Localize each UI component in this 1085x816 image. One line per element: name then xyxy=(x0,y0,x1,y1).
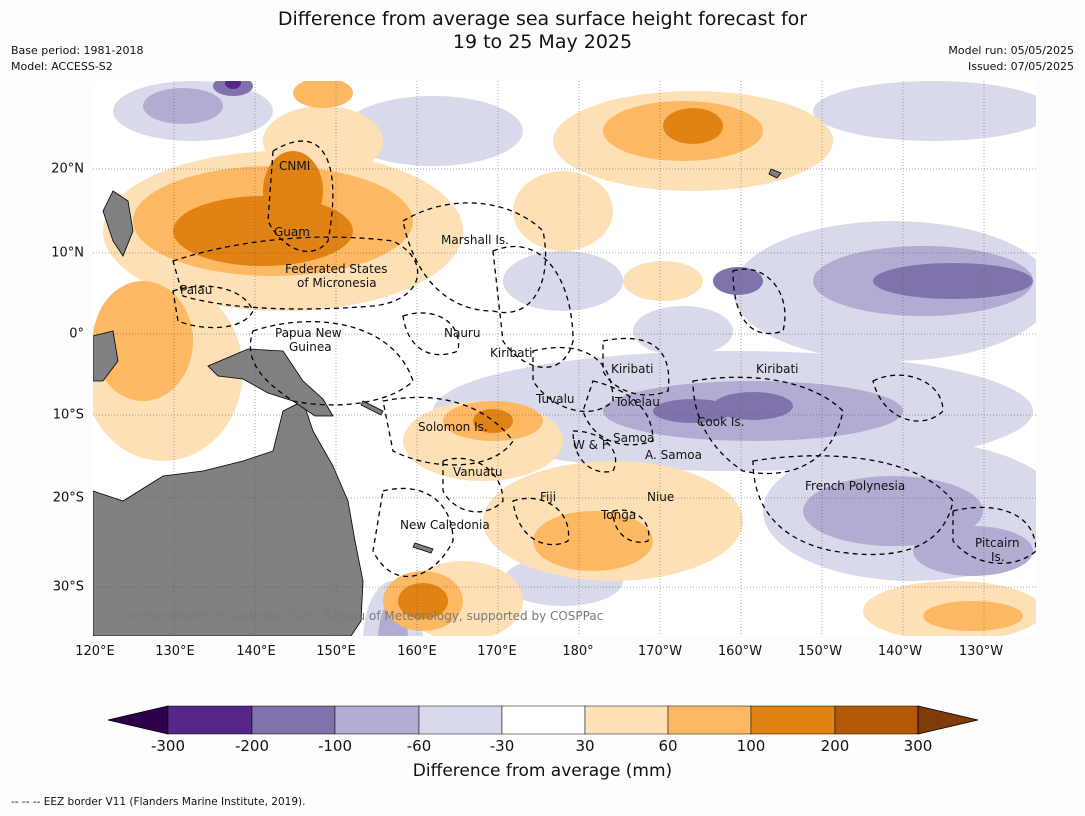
map-label: Kiribati xyxy=(611,362,653,376)
lat-tick: 20°N xyxy=(51,161,84,177)
map-label: A. Samoa xyxy=(645,448,702,462)
map-label: Tuvalu xyxy=(535,392,575,406)
chart-title: Difference from average sea surface heig… xyxy=(0,8,1085,54)
region-labels: CNMI Guam Marshall Is. Federated States … xyxy=(180,159,1020,564)
map-label: Samoa xyxy=(613,431,654,445)
colorbar-tick: 300 xyxy=(903,737,933,755)
map-label: Palau xyxy=(180,283,212,297)
map-label: Tokelau xyxy=(614,395,660,409)
colorbar-swatch xyxy=(501,705,586,735)
map-label: Papua New xyxy=(275,326,342,340)
map-label: Niue xyxy=(647,490,674,504)
map-label: Cook Is. xyxy=(697,415,744,429)
base-period: Base period: 1981-2018 xyxy=(11,44,144,57)
map-label: Guinea xyxy=(289,340,332,354)
lon-tick: 160°W xyxy=(717,644,763,659)
eez-legend: -- -- -- EEZ border V11 (Flanders Marine… xyxy=(11,796,306,808)
eez-borders xyxy=(172,140,1036,578)
colorbar-swatch xyxy=(750,705,836,735)
colorbar-swatch xyxy=(834,705,919,735)
lat-tick: 10°N xyxy=(51,245,84,261)
model-run: Model run: 05/05/2025 xyxy=(948,44,1074,57)
anomaly-negative-extreme xyxy=(225,81,241,89)
lat-tick: 10°S xyxy=(52,407,84,423)
borneo-edge xyxy=(93,330,119,382)
colorbar-swatch xyxy=(584,705,669,735)
lon-tick: 130°W xyxy=(958,644,1004,659)
philippines xyxy=(102,190,134,257)
sea-level-map: CNMI Guam Marshall Is. Federated States … xyxy=(93,81,1036,636)
lon-tick: 150°W xyxy=(797,644,843,659)
colorbar-swatch xyxy=(418,705,503,735)
colorbar-tick: 30 xyxy=(575,737,595,755)
map-label: Marshall Is. xyxy=(441,233,509,247)
map-label: Nauru xyxy=(444,326,480,340)
colorbar xyxy=(107,705,979,735)
colorbar-tick: -100 xyxy=(317,737,353,755)
map-svg: CNMI Guam Marshall Is. Federated States … xyxy=(93,81,1036,636)
colorbar-swatch xyxy=(107,705,169,735)
colorbar-swatch xyxy=(334,705,420,735)
anomaly-negative-strong xyxy=(213,81,1033,423)
copyright-notice: © Commonwealth of Australia 2025, Bureau… xyxy=(98,609,604,623)
map-label: W & F xyxy=(573,438,609,452)
colorbar-tick: 200 xyxy=(820,737,850,755)
map-label: CNMI xyxy=(279,159,310,173)
map-label: Kiribati xyxy=(756,362,798,376)
lat-tick: 20°S xyxy=(52,490,84,506)
graticule xyxy=(93,81,1036,636)
lon-tick: 160°E xyxy=(397,644,437,659)
hawaii xyxy=(768,168,782,179)
lon-tick: 130°E xyxy=(155,644,195,659)
meta-right: Model run: 05/05/2025 Issued: 07/05/2025 xyxy=(948,43,1074,75)
australia xyxy=(93,400,364,636)
map-label: Federated States xyxy=(285,262,387,276)
map-label: Tonga xyxy=(600,508,636,522)
lon-tick: 150°E xyxy=(316,644,356,659)
lat-tick: 30°S xyxy=(52,579,84,595)
lon-tick: 180° xyxy=(562,644,594,659)
colorbar-swatch xyxy=(667,705,752,735)
colorbar-tick: -60 xyxy=(406,737,432,755)
map-label: Guam xyxy=(274,225,310,239)
colorbar-label: Difference from average (mm) xyxy=(412,761,673,781)
lon-tick: 120°E xyxy=(75,644,115,659)
map-label: Pitcairn xyxy=(975,536,1020,550)
map-label: Kiribati xyxy=(490,346,532,360)
new-guinea xyxy=(207,348,334,417)
map-label: French Polynesia xyxy=(805,479,905,493)
colorbar-tick: -300 xyxy=(150,737,186,755)
colorbar-tick: 60 xyxy=(658,737,678,755)
new-caledonia xyxy=(412,542,434,554)
issued-date: Issued: 07/05/2025 xyxy=(967,60,1074,73)
meta-left: Base period: 1981-2018 Model: ACCESS-S2 xyxy=(11,43,143,75)
lon-tick: 170°W xyxy=(637,644,683,659)
lat-tick: 0° xyxy=(69,326,84,342)
colorbar-tick: -30 xyxy=(489,737,515,755)
title-line-1: Difference from average sea surface heig… xyxy=(277,8,808,30)
model-name: Model: ACCESS-S2 xyxy=(11,60,113,73)
colorbar-swatch xyxy=(917,705,979,735)
lon-tick: 170°E xyxy=(477,644,517,659)
map-label: of Micronesia xyxy=(297,276,377,290)
map-label: Is. xyxy=(991,550,1005,564)
map-label: Solomon Is. xyxy=(418,420,488,434)
title-line-2: 19 to 25 May 2025 xyxy=(452,31,633,53)
land xyxy=(93,168,782,636)
map-label: Fiji xyxy=(540,490,556,504)
colorbar-tick: -200 xyxy=(234,737,270,755)
map-label: Vanuatu xyxy=(453,465,503,479)
colorbar-swatch xyxy=(251,705,336,735)
map-label: New Caledonia xyxy=(400,518,490,532)
colorbar-tick: 100 xyxy=(736,737,766,755)
lon-tick: 140°E xyxy=(236,644,276,659)
lon-tick: 140°W xyxy=(877,644,923,659)
colorbar-swatch xyxy=(167,705,253,735)
